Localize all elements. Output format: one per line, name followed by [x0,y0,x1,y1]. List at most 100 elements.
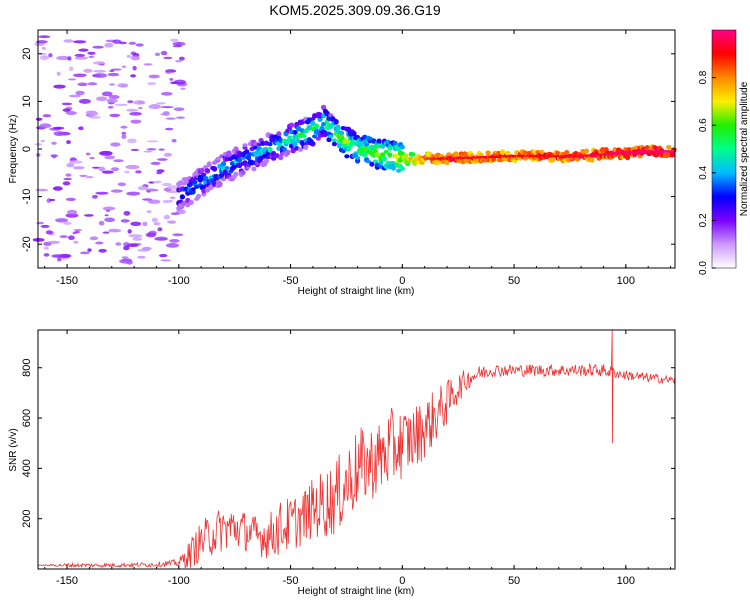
noise-blob [109,69,115,73]
noise-blob [170,212,180,215]
spectral-cell [206,161,212,168]
spectral-cell [378,160,384,166]
noise-blob [63,221,72,225]
spectral-cell [331,138,337,143]
noise-blob [93,73,108,78]
noise-blob [98,248,107,253]
spectrogram-plot-area [38,30,675,268]
noise-blob [121,131,127,135]
noise-blob [68,94,81,98]
noise-blob [172,45,182,48]
noise-blob [107,105,114,109]
noise-blob [126,108,139,112]
noise-blob [87,51,96,55]
noise-blob [79,174,88,177]
noise-blob [39,55,50,60]
noise-blob [175,60,182,63]
spectral-cell [499,149,506,156]
noise-blob [157,227,163,232]
noise-blob [67,78,77,81]
spectral-cell [240,170,246,176]
snr-y-ticks: 200 400 600 800 [21,359,675,528]
noise-blob [95,191,109,195]
noise-blob [117,182,127,187]
spectral-cell [374,152,380,158]
noise-blob [69,66,74,72]
noise-blob [147,232,152,237]
spectral-cell [328,134,334,139]
spectrogram-x-ticks: -150 -100 -50 0 50 100 [44,30,672,287]
spectral-cell [369,161,375,167]
noise-blob [176,116,185,119]
noise-blob [133,100,146,105]
spectral-cell [276,131,282,137]
noise-blob [110,189,123,193]
spectral-cell [263,158,269,164]
noise-blob [167,220,177,224]
spectral-cell [387,152,393,158]
spectral-cell [301,134,307,138]
spectral-cell [195,193,202,199]
noise-blob [86,176,94,179]
noise-blob [78,98,91,104]
noise-blob [101,170,114,174]
colorbar: 0.0 0.2 0.4 0.6 0.8 Normalized spectral ampl… [698,29,750,275]
noise-blob [180,87,186,91]
colorbar-tick-label: 0.2 [698,213,709,227]
spectral-cell [549,156,556,163]
noise-blob [56,55,70,61]
spectrogram-y-ticks: -20 -10 0 10 20 [21,48,675,252]
noise-blob [165,71,172,74]
noise-blob [170,38,179,42]
spectral-cell [199,167,205,174]
noise-blob [104,42,114,48]
noise-blob [156,169,165,173]
noise-blob [127,229,132,234]
spectral-cell [278,154,284,161]
spectral-cell [281,147,287,152]
x-tick-label: -150 [56,275,78,287]
noise-blob [91,194,98,199]
spectral-cell [399,151,405,156]
x-tick-label: 50 [508,275,520,287]
x-tick-label: -50 [283,275,299,287]
noise-blob [98,220,105,226]
noise-blob [39,123,52,128]
snr-x-axis-label: Height of straight line (km) [298,586,415,597]
spectral-cell [292,142,298,147]
noise-blob [35,40,48,44]
spectral-cell [478,152,484,157]
noise-blob [59,235,68,239]
noise-blob [65,173,72,177]
noise-blob [40,224,50,228]
spectral-cell [287,135,293,140]
noise-blob [114,103,128,106]
spectral-cell [271,156,277,161]
noise-blob [147,188,156,192]
noise-blob [132,237,143,241]
noise-blob [146,140,159,143]
spectral-cell [344,154,350,159]
spectral-cell [226,150,232,155]
noise-blob [52,126,65,130]
noise-blob [73,73,87,78]
noise-blob [65,111,77,115]
x-tick-label: 100 [617,575,635,587]
noise-blob [89,157,95,160]
noise-blob [168,199,173,203]
noise-blob [32,238,45,242]
spectral-cell [362,151,368,158]
spectral-cell [446,152,452,156]
noise-blob [42,114,52,118]
spectral-cell [399,144,405,150]
x-tick-label: -150 [56,575,78,587]
noise-blob [121,256,129,259]
noise-blob [179,56,185,61]
noise-blob [148,106,158,109]
noise-blob [56,71,61,76]
noise-blob [173,107,185,111]
noise-blob [53,84,66,89]
spectral-cell [220,161,227,167]
noise-blob [135,43,144,47]
